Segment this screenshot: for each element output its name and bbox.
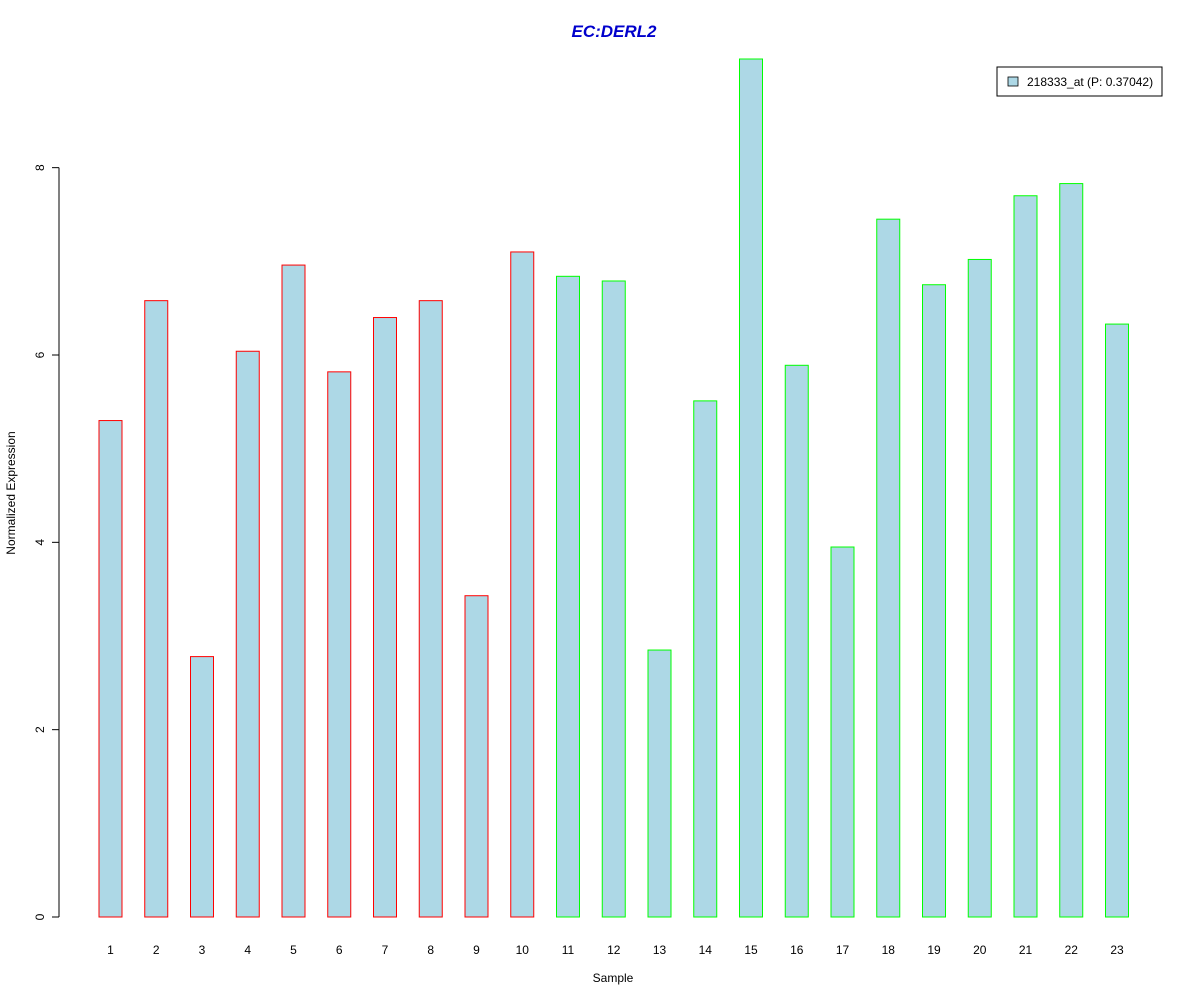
x-tick-label: 3: [199, 943, 206, 957]
bar-sample-18: [876, 218, 901, 918]
y-axis-label: Normalized Expression: [4, 431, 18, 554]
bar-sample-11: [556, 275, 580, 918]
bar-sample-7: [373, 317, 397, 918]
x-tick-label: 18: [882, 943, 896, 957]
bars: [98, 58, 1129, 918]
chart-title: EC:DERL2: [571, 22, 657, 41]
bar-sample-6: [327, 371, 352, 918]
x-tick-label: 9: [473, 943, 480, 957]
y-tick-label: 8: [33, 164, 47, 171]
legend: 218333_at (P: 0.37042): [996, 66, 1163, 97]
x-tick-label: 22: [1065, 943, 1079, 957]
bar-sample-10: [510, 251, 535, 918]
bar-sample-15: [739, 58, 763, 918]
x-tick-label: 7: [382, 943, 389, 957]
y-axis: 0 2 4 6 8: [33, 164, 60, 920]
x-tick-label: 8: [427, 943, 434, 957]
bar-sample-4: [235, 350, 260, 918]
x-tick-label: 12: [607, 943, 621, 957]
y-tick-label: 6: [33, 351, 47, 358]
x-tick-label: 6: [336, 943, 343, 957]
y-tick-label: 0: [33, 913, 47, 920]
bar-sample-12: [601, 280, 626, 918]
x-tick-label: 21: [1019, 943, 1033, 957]
bar-sample-14: [693, 400, 718, 918]
x-tick-label: 11: [562, 943, 575, 957]
bar-sample-1: [98, 420, 123, 918]
x-tick-label: 5: [290, 943, 297, 957]
x-tick-label: 2: [153, 943, 160, 957]
x-axis-tick-labels: 1 2 3 4 5 6 7 8 9 10 11 12 13 14 15 16 17 18 19 20 21 22 23: [107, 943, 1124, 957]
x-tick-label: 16: [790, 943, 804, 957]
bar-sample-9: [464, 595, 489, 918]
x-tick-label: 10: [516, 943, 530, 957]
x-tick-label: 23: [1110, 943, 1124, 957]
bar-sample-17: [830, 546, 855, 918]
legend-label: 218333_at (P: 0.37042): [1027, 75, 1153, 89]
y-tick-label: 4: [33, 539, 47, 546]
legend-swatch: [1007, 76, 1019, 87]
x-tick-label: 20: [973, 943, 987, 957]
legend-box: [996, 66, 1163, 97]
bar-sample-22: [1059, 183, 1084, 918]
x-tick-label: 15: [744, 943, 758, 957]
y-tick-label: 2: [33, 726, 47, 733]
bar-sample-5: [281, 264, 306, 918]
bar-sample-2: [144, 300, 169, 918]
x-tick-label: 17: [836, 943, 850, 957]
bar-sample-13: [647, 649, 672, 918]
x-tick-label: 19: [927, 943, 941, 957]
x-axis-label: Sample: [593, 971, 634, 985]
x-tick-label: 14: [699, 943, 713, 957]
x-tick-label: 1: [107, 943, 114, 957]
bar-sample-23: [1105, 323, 1129, 918]
bar-sample-3: [190, 656, 214, 918]
x-tick-label: 4: [244, 943, 251, 957]
bar-sample-8: [418, 300, 443, 918]
x-tick-label: 13: [653, 943, 667, 957]
bar-sample-21: [1013, 195, 1038, 918]
bar-sample-16: [784, 364, 809, 918]
bar-sample-20: [967, 258, 992, 918]
bar-sample-19: [922, 284, 946, 918]
